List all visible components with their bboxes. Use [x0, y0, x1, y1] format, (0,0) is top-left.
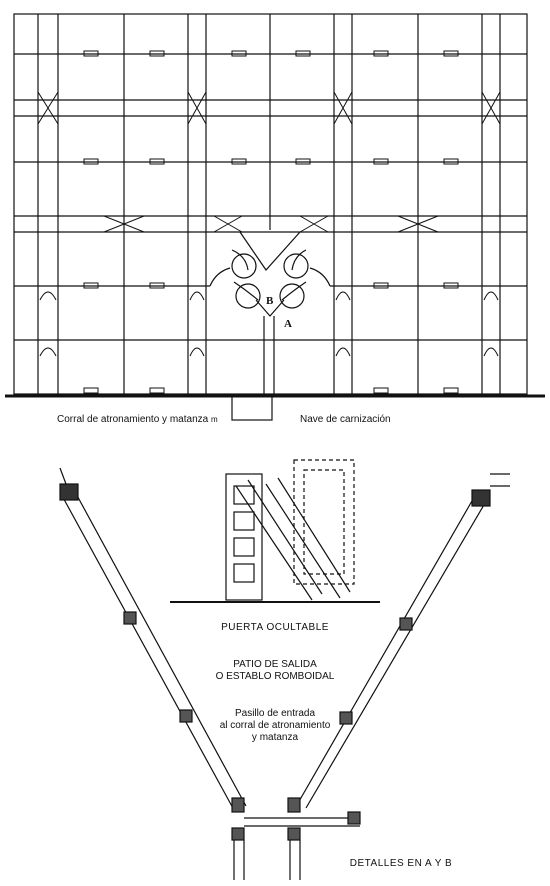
label-pasillo-line2: al corral de atronamiento: [219, 720, 331, 731]
label-corral-text: Corral de atronamiento y matanza: [57, 414, 209, 425]
label-nave: Nave de carnización: [300, 414, 391, 425]
label-point-a: A: [284, 318, 292, 330]
label-puerta: PUERTA OCULTABLE: [221, 622, 329, 633]
central-corral: [209, 231, 331, 396]
label-pasillo-line1: Pasillo de entrada: [234, 708, 316, 719]
label-corral-suffix: m: [210, 415, 218, 424]
hideable-gate-elevation: [170, 459, 380, 603]
label-patio-line1: PATIO DE SALIDA: [233, 659, 317, 670]
label-pasillo: Pasillo de entrada al corral de atronami…: [190, 708, 360, 744]
label-detalles: DETALLES EN A Y B: [349, 858, 453, 869]
wall-gate-marks: [83, 50, 459, 394]
entry-box: [231, 395, 273, 421]
label-patio-line2: O ESTABLO ROMBOIDAL: [215, 671, 335, 682]
label-corral: Corral de atronamiento y matanza m: [57, 414, 218, 425]
label-pasillo-line3: y matanza: [251, 732, 299, 743]
detail-drawing: [59, 467, 510, 880]
label-point-b: B: [266, 295, 274, 307]
label-patio: PATIO DE SALIDA O ESTABLO ROMBOIDAL: [185, 659, 365, 683]
swing-gates: [37, 91, 501, 357]
